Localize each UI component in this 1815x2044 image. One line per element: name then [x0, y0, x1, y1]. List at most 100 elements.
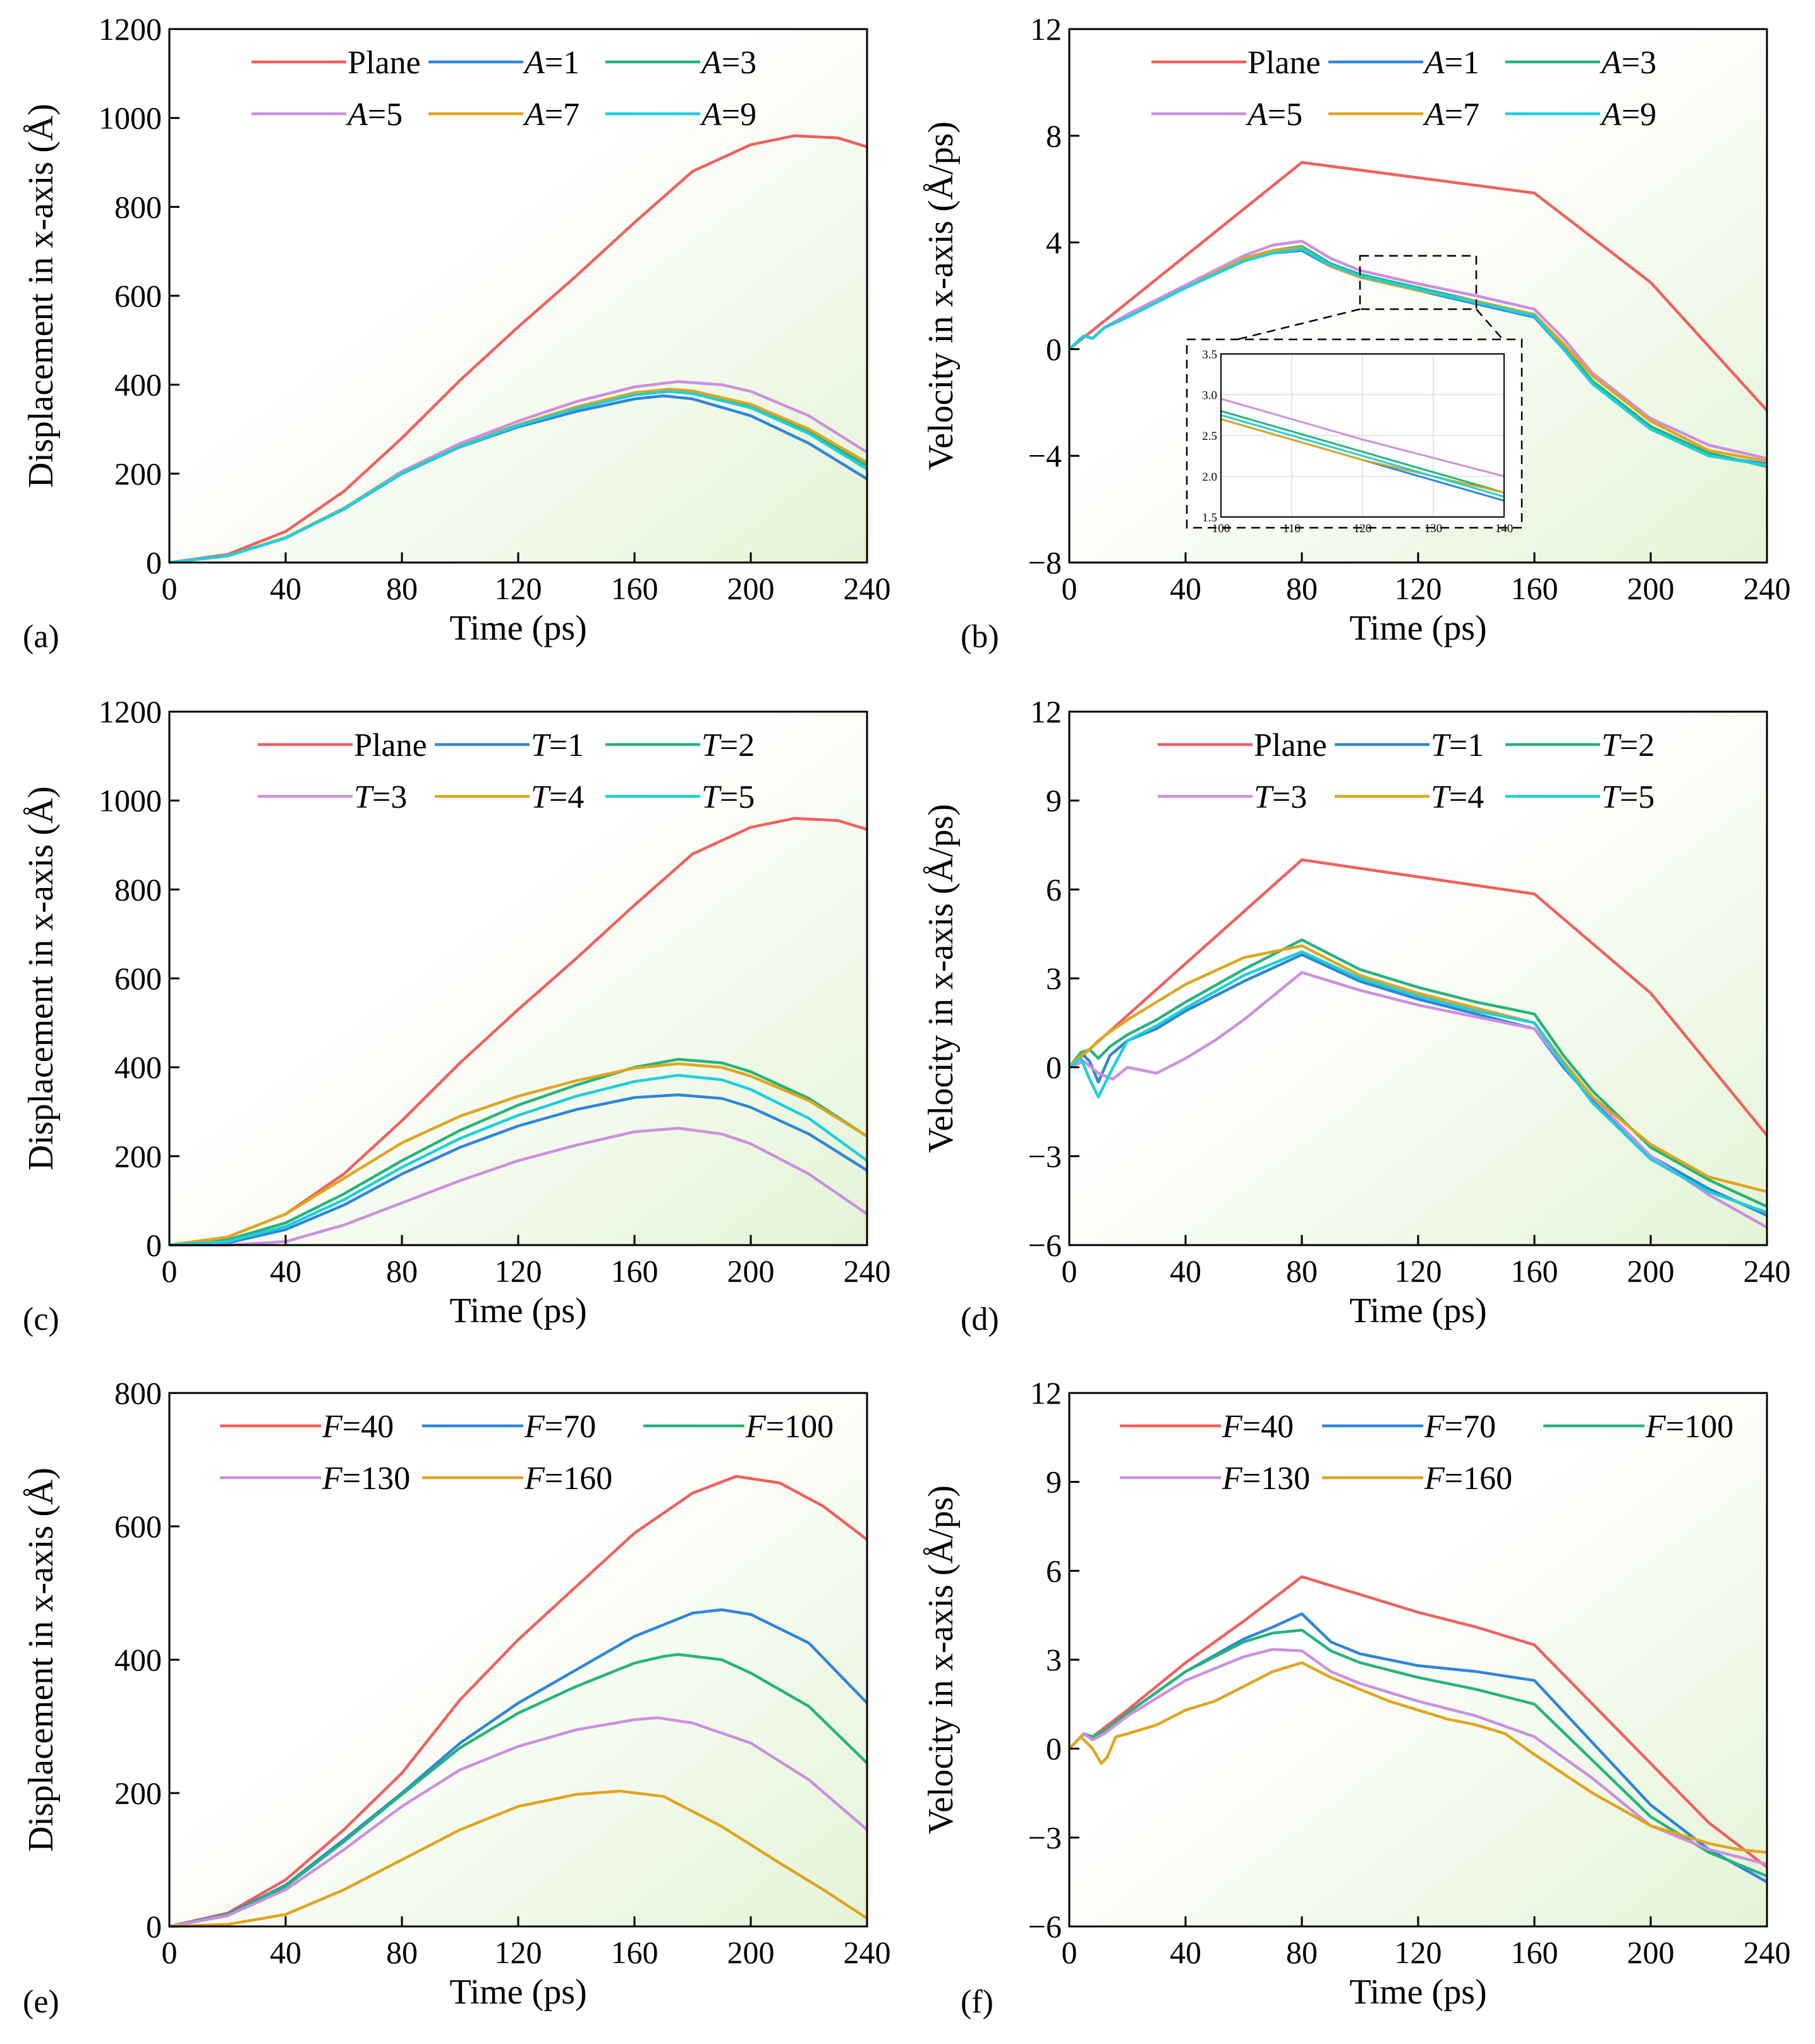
legend-variable: F: [524, 1461, 545, 1497]
legend-item: A=3: [605, 45, 756, 81]
series-group: [1068, 161, 1768, 468]
x-tick-label: 0: [162, 1253, 178, 1289]
x-tick-label: 160: [611, 571, 659, 606]
legend-variable: A: [1423, 45, 1445, 81]
y-tick-label: 600: [114, 961, 162, 996]
legend-value: =100: [766, 1409, 834, 1445]
legend-variable: F: [1645, 1409, 1666, 1445]
x-tick-label: 200: [727, 1935, 775, 1970]
inset-x-tick-label: 100: [1212, 522, 1230, 535]
legend-item: Plane: [1151, 45, 1321, 81]
y-tick-label: 800: [114, 872, 162, 907]
y-tick-label: 1200: [99, 694, 162, 729]
y-tick-label: 3: [1046, 1642, 1062, 1677]
y-tick-label: 1200: [99, 11, 162, 47]
y-tick-label: 800: [114, 1375, 162, 1411]
legend-label: F=160: [1424, 1461, 1512, 1497]
legend-label: T=1: [1431, 727, 1484, 763]
zoom-region: [1359, 255, 1478, 310]
series-group: [169, 817, 868, 1247]
legend-item: A=1: [1328, 45, 1479, 81]
legend-label: A=9: [700, 97, 756, 133]
x-tick-label: 120: [1395, 571, 1442, 606]
legend-item: Plane: [252, 45, 421, 81]
y-tick-label: 8: [1046, 118, 1062, 154]
panel-d: 0 40 80 120 160 200 240 −6 −3 0 3 6 9 12 Time (ps) Velo…: [921, 694, 1791, 1337]
y-tick-label: 0: [1046, 331, 1062, 367]
legend-value: =9: [1622, 97, 1656, 133]
legend-label: A=1: [523, 45, 580, 81]
legend-value: =2: [1620, 727, 1654, 763]
y-tick-label: 4: [1046, 225, 1062, 260]
x-tick-label: 240: [844, 571, 891, 606]
series-line-F-100: [169, 1653, 868, 1928]
legend-item: T=1: [435, 727, 584, 763]
legend-variable: F: [1424, 1409, 1445, 1445]
inset-y-tick-label: 2.0: [1202, 471, 1217, 484]
legend-value: =1: [1445, 45, 1479, 81]
x-tick-label: 0: [162, 571, 178, 606]
legend-item: T=3: [258, 779, 407, 815]
legend-label: F=160: [524, 1461, 612, 1497]
legend-value: =3: [722, 45, 756, 81]
series-line-Plane: [1068, 858, 1768, 1136]
x-tick-label: 40: [270, 571, 301, 606]
legend-label: F=100: [745, 1409, 834, 1445]
legend-variable: F: [1222, 1461, 1243, 1497]
legend-label: T=4: [1431, 779, 1484, 815]
x-axis-title: Time (ps): [1349, 1973, 1486, 2012]
x-tick-label: 0: [1062, 1935, 1077, 1970]
legend-variable: A: [1423, 97, 1445, 133]
legend-variable: F: [745, 1409, 767, 1445]
legend-variable: F: [322, 1461, 343, 1497]
panel-label: (e): [23, 1984, 59, 2020]
legend: Plane A=1 A=3A=5 A=7 A=9: [252, 45, 756, 133]
legend-item: F=40: [220, 1409, 394, 1445]
legend-label: Plane: [1254, 727, 1327, 763]
legend-variable: A: [700, 97, 722, 133]
legend-item: T=5: [1505, 779, 1654, 815]
legend-item: F=130: [1120, 1461, 1310, 1497]
x-tick-label: 240: [1744, 1935, 1791, 1970]
legend-value: =40: [343, 1409, 394, 1445]
legend-value: =70: [1445, 1409, 1496, 1445]
legend-item: A=1: [428, 45, 580, 81]
series-line-T-5: [169, 1074, 868, 1247]
legend-item: F=100: [643, 1409, 834, 1445]
series-line-Plane: [1068, 161, 1768, 412]
series-line-T-2: [1068, 938, 1768, 1208]
series-line-F-100: [1068, 1628, 1768, 1878]
legend-value: =3: [372, 779, 407, 815]
y-tick-label: 6: [1046, 1553, 1062, 1588]
legend-variable: A: [1600, 45, 1622, 81]
legend-label: T=2: [1601, 727, 1654, 763]
inset-y-tick-label: 1.5: [1202, 511, 1217, 525]
x-tick-label: 40: [270, 1253, 301, 1289]
y-tick-label: 400: [114, 367, 162, 403]
legend: Plane T=1 T=2T=3 T=4 T=5: [1158, 727, 1654, 815]
legend-item: T=1: [1335, 727, 1484, 763]
x-tick-label: 240: [1744, 571, 1791, 606]
legend-item: F=100: [1543, 1409, 1733, 1445]
legend-variable: T: [1254, 779, 1274, 815]
x-tick-label: 160: [611, 1935, 659, 1970]
legend-label: F=40: [322, 1409, 394, 1445]
legend-label: F=70: [524, 1409, 596, 1445]
legend: Plane T=1 T=2T=3 T=4 T=5: [258, 727, 755, 815]
legend-value: =100: [1666, 1409, 1733, 1445]
legend-variable: T: [1601, 779, 1622, 815]
legend-variable: F: [524, 1409, 545, 1445]
plot-background: [1069, 1393, 1767, 1926]
x-tick-label: 200: [727, 571, 775, 606]
legend-variable: A: [346, 97, 368, 133]
legend-variable: T: [701, 727, 722, 763]
x-tick-label: 120: [1395, 1253, 1442, 1289]
legend-item: Plane: [1158, 727, 1327, 763]
legend-item: A=5: [252, 97, 403, 133]
legend-value: =1: [1449, 727, 1484, 763]
legend-item: F=130: [220, 1461, 410, 1497]
x-tick-label: 80: [386, 1935, 418, 1970]
legend-value: =3: [1622, 45, 1656, 81]
x-tick-label: 120: [495, 1253, 542, 1289]
